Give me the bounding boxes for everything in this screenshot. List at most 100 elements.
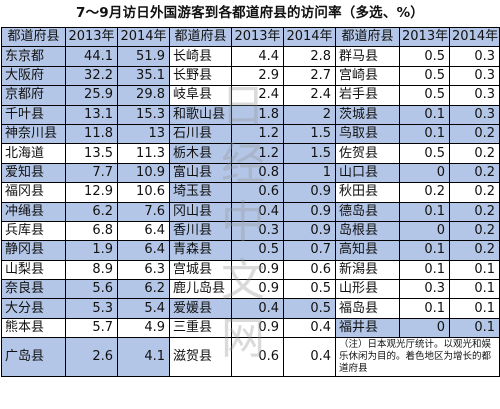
rate-2013: 8.9 xyxy=(65,259,118,281)
rate-2013: 13.5 xyxy=(65,143,118,164)
prefecture-name: 奈良县 xyxy=(1,279,66,300)
rate-2014: 10.9 xyxy=(117,162,170,184)
table-row: 静冈县 1.9 6.4 青森县 0.5 0.7 高知县 0.1 0.2 xyxy=(1,240,500,261)
header-row: 都道府县 2013年 2014年 都道府县 2013年 2014年 都道府县 2013年 201… xyxy=(1,26,500,48)
rate-2013: 0.1 xyxy=(399,240,450,261)
prefecture-name: 兵库县 xyxy=(1,220,66,242)
prefecture-name: 熊本县 xyxy=(1,317,66,339)
rate-2014: 0.9 xyxy=(283,201,336,222)
rate-2013: 5.6 xyxy=(65,279,118,300)
rate-2013: 0.4 xyxy=(231,201,284,222)
prefecture-name: 三重县 xyxy=(169,317,232,339)
rate-2013: 0.1 xyxy=(399,201,450,222)
rate-2013: 0.1 xyxy=(399,104,450,125)
prefecture-name: 长野县 xyxy=(169,65,232,87)
rate-2014: 7.6 xyxy=(117,201,170,222)
prefecture-name: 和歌山县 xyxy=(169,104,232,125)
prefecture-name: 埼玉县 xyxy=(169,182,232,203)
prefecture-name: 山梨县 xyxy=(1,259,66,281)
rate-2014: 0.9 xyxy=(283,182,336,203)
prefecture-name: 富山县 xyxy=(169,162,232,184)
rate-2013: 1.8 xyxy=(231,104,284,125)
prefecture-name: 茨城县 xyxy=(335,104,400,125)
prefecture-name: 德岛县 xyxy=(335,201,400,222)
rate-2013: 2.9 xyxy=(231,65,284,87)
rate-2013: 0.4 xyxy=(231,298,284,319)
rate-2014: 0.4 xyxy=(283,317,336,339)
rate-2013: 0.9 xyxy=(231,317,284,339)
prefecture-name: 岛根县 xyxy=(335,220,400,242)
prefecture-name: 群马县 xyxy=(335,46,400,67)
rate-2013: 13.1 xyxy=(65,104,118,125)
prefecture-name: 爱知县 xyxy=(1,162,66,184)
rate-2013: 0.5 xyxy=(399,46,450,67)
table-title: 7～9月访日外国游客到各都道府县的访问率（多选、%） xyxy=(75,5,424,21)
column-header: 2013年 xyxy=(65,26,118,48)
rate-2013: 2.6 xyxy=(65,337,118,378)
table-row: 爱知县 7.7 10.9 富山县 0.8 1 山口县 0 0.2 xyxy=(1,162,500,184)
prefecture-name: 静冈县 xyxy=(1,240,66,261)
prefecture-name: 大分县 xyxy=(1,298,66,319)
rate-2013: 0 xyxy=(399,162,450,184)
column-header: 2013年 xyxy=(231,26,284,48)
column-header: 2013年 xyxy=(399,26,450,48)
table-row: 东京都 44.1 51.9 长崎县 4.4 2.8 群马县 0.5 0.3 xyxy=(1,46,500,67)
rate-2013: 44.1 xyxy=(65,46,118,67)
rate-2013: 12.9 xyxy=(65,182,118,203)
prefecture-name: 栃木县 xyxy=(169,143,232,164)
rate-2013: 0.1 xyxy=(399,259,450,281)
prefecture-name: 京都府 xyxy=(1,85,66,106)
column-header: 2014年 xyxy=(117,26,170,48)
rate-2014: 2.8 xyxy=(283,46,336,67)
table-row: 冲绳县 6.2 7.6 冈山县 0.4 0.9 德岛县 0.1 0.2 xyxy=(1,201,500,222)
rate-2014: 0.3 xyxy=(449,46,500,67)
rate-2014: 35.1 xyxy=(117,65,170,87)
rate-2014: 0.1 xyxy=(449,259,500,281)
rate-2014: 0.2 xyxy=(449,220,500,242)
rate-2014: 0.1 xyxy=(449,317,500,339)
rate-2013: 4.4 xyxy=(231,46,284,67)
rate-2014: 0.4 xyxy=(283,337,336,378)
rate-2014: 0.3 xyxy=(449,104,500,125)
rate-2014: 2 xyxy=(283,104,336,125)
table-row: 山梨县 8.9 6.3 宫城县 0.9 0.6 新潟县 0.1 0.1 xyxy=(1,259,500,281)
rate-2014: 6.2 xyxy=(117,279,170,300)
prefecture-name: 福岛县 xyxy=(335,298,400,319)
rate-2013: 0.5 xyxy=(399,143,450,164)
prefecture-name: 千叶县 xyxy=(1,104,66,125)
footnote: （注）日本观光厅统计。以观光和娱乐休闲为目的。着色地区为增长的都道府县 xyxy=(335,337,500,378)
prefecture-name: 广岛县 xyxy=(1,337,66,378)
rate-2014: 0.9 xyxy=(283,220,336,242)
rate-2014: 0.5 xyxy=(283,298,336,319)
rate-2014: 51.9 xyxy=(117,46,170,67)
rate-2013: 0.3 xyxy=(399,279,450,300)
rate-2014: 11.3 xyxy=(117,143,170,164)
prefecture-name: 山形县 xyxy=(335,279,400,300)
rate-2013: 5.7 xyxy=(65,317,118,339)
rate-2013: 0 xyxy=(399,220,450,242)
rate-2014: 1 xyxy=(283,162,336,184)
prefecture-name: 福冈县 xyxy=(1,182,66,203)
prefecture-name: 长崎县 xyxy=(169,46,232,67)
rate-2013: 1.2 xyxy=(231,123,284,145)
rate-2013: 0.3 xyxy=(231,220,284,242)
column-header: 都道府县 xyxy=(1,26,66,48)
rate-2013: 7.7 xyxy=(65,162,118,184)
table-row: 福冈县 12.9 10.6 埼玉县 0.6 0.9 秋田县 0.2 0.2 xyxy=(1,182,500,203)
table-row: 千叶县 13.1 15.3 和歌山县 1.8 2 茨城县 0.1 0.3 xyxy=(1,104,500,125)
rate-2014: 0.5 xyxy=(283,279,336,300)
rate-2013: 6.2 xyxy=(65,201,118,222)
prefecture-name: 石川县 xyxy=(169,123,232,145)
rate-2014: 13 xyxy=(117,123,170,145)
prefecture-name: 香川县 xyxy=(169,220,232,242)
rate-2013: 0.5 xyxy=(399,65,450,87)
visit-rate-table: 都道府县 2013年 2014年 都道府县 2013年 2014年 都道府县 2013年 201… xyxy=(1,26,500,378)
rate-2014: 0.2 xyxy=(449,143,500,164)
rate-2014: 1.5 xyxy=(283,143,336,164)
rate-2014: 5.4 xyxy=(117,298,170,319)
prefecture-name: 宫崎县 xyxy=(335,65,400,87)
rate-2014: 15.3 xyxy=(117,104,170,125)
rate-2014: 6.4 xyxy=(117,220,170,242)
prefecture-name: 滋贺县 xyxy=(169,337,232,378)
table-row: 京都府 25.9 29.8 岐阜县 2.4 2.4 岩手县 0.5 0.3 xyxy=(1,85,500,106)
